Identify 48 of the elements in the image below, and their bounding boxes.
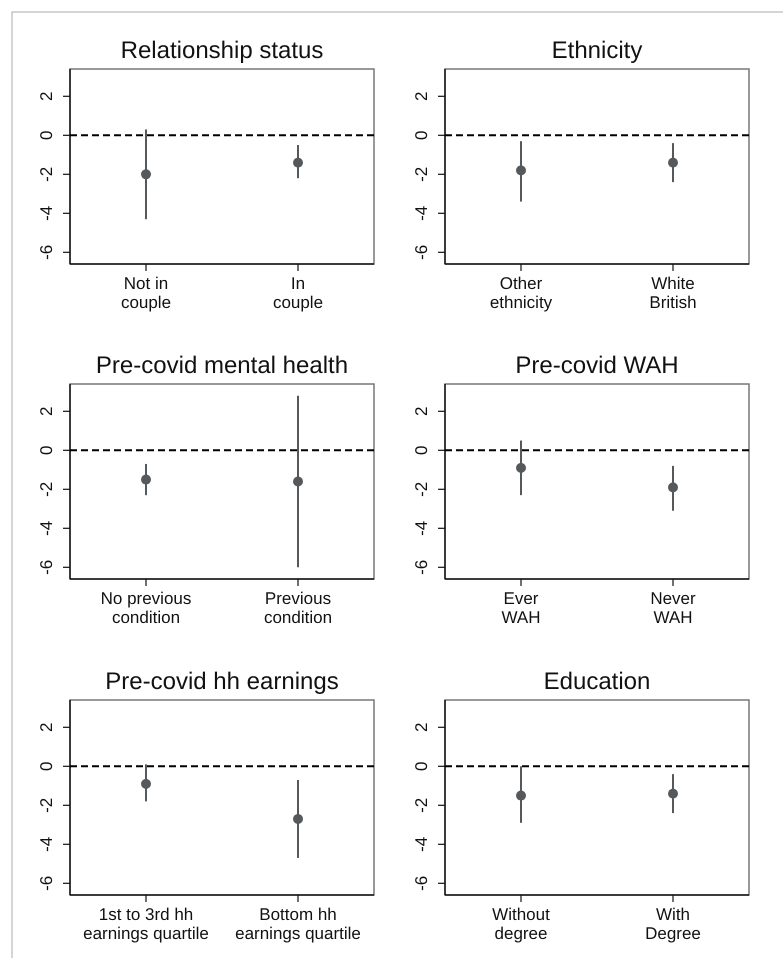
y-tick-label: 2 [37, 722, 56, 732]
x-tick-label: Previous condition [264, 589, 332, 627]
y-tick-label: -2 [412, 166, 431, 182]
chart-title: Ethnicity [552, 37, 642, 64]
chart-title: Pre-covid hh earnings [105, 668, 339, 695]
y-tick-label: -2 [37, 166, 56, 182]
y-tick-label: -4 [37, 836, 56, 852]
y-tick-label: -6 [37, 876, 56, 891]
y-tick-label: -2 [37, 798, 56, 813]
y-tick-label: 2 [37, 406, 56, 416]
chart-title: Education [544, 668, 650, 695]
y-tick-label: 0 [37, 762, 56, 772]
chart-title: Pre-covid mental health [96, 352, 348, 379]
x-tick-label: Never WAH [650, 589, 696, 627]
y-tick-label: -2 [412, 482, 431, 497]
x-tick-label: Ever WAH [501, 589, 541, 627]
x-tick-label: Bottom hh earnings quartile [235, 905, 361, 943]
x-tick-label: Other ethnicity [490, 274, 553, 312]
y-tick-label: -6 [412, 876, 431, 891]
x-tick-label: Without degree [492, 905, 550, 943]
chart-title: Relationship status [120, 37, 324, 64]
x-tick-label: 1st to 3rd hh earnings quartile [83, 905, 209, 943]
y-tick-label: -4 [412, 206, 431, 221]
x-tick-label: White British [649, 274, 697, 312]
y-tick-label: -4 [412, 836, 431, 852]
x-tick-label: Not in couple [120, 274, 172, 312]
y-tick-label: 0 [412, 130, 431, 140]
y-tick-label: -6 [412, 560, 431, 575]
y-tick-label: -2 [37, 482, 56, 497]
y-tick-label: 2 [412, 722, 431, 732]
y-tick-label: 2 [37, 92, 56, 102]
y-tick-label: -2 [412, 798, 431, 813]
y-tick-label: 2 [412, 92, 431, 102]
y-tick-label: -4 [37, 206, 56, 221]
x-tick-label: In couple [272, 274, 324, 312]
y-tick-label: -4 [412, 520, 431, 536]
y-tick-label: -4 [37, 520, 56, 536]
x-tick-label: With Degree [645, 905, 701, 943]
y-tick-label: 0 [37, 130, 56, 140]
x-tick-label: No previous condition [100, 589, 192, 627]
y-tick-label: 2 [412, 406, 431, 416]
y-tick-label: -6 [37, 244, 56, 260]
y-tick-label: 0 [412, 762, 431, 772]
y-tick-label: 0 [412, 446, 431, 456]
y-tick-label: 0 [37, 446, 56, 456]
chart-title: Pre-covid WAH [515, 352, 679, 379]
y-tick-label: -6 [37, 560, 56, 575]
y-tick-label: -6 [412, 244, 431, 260]
